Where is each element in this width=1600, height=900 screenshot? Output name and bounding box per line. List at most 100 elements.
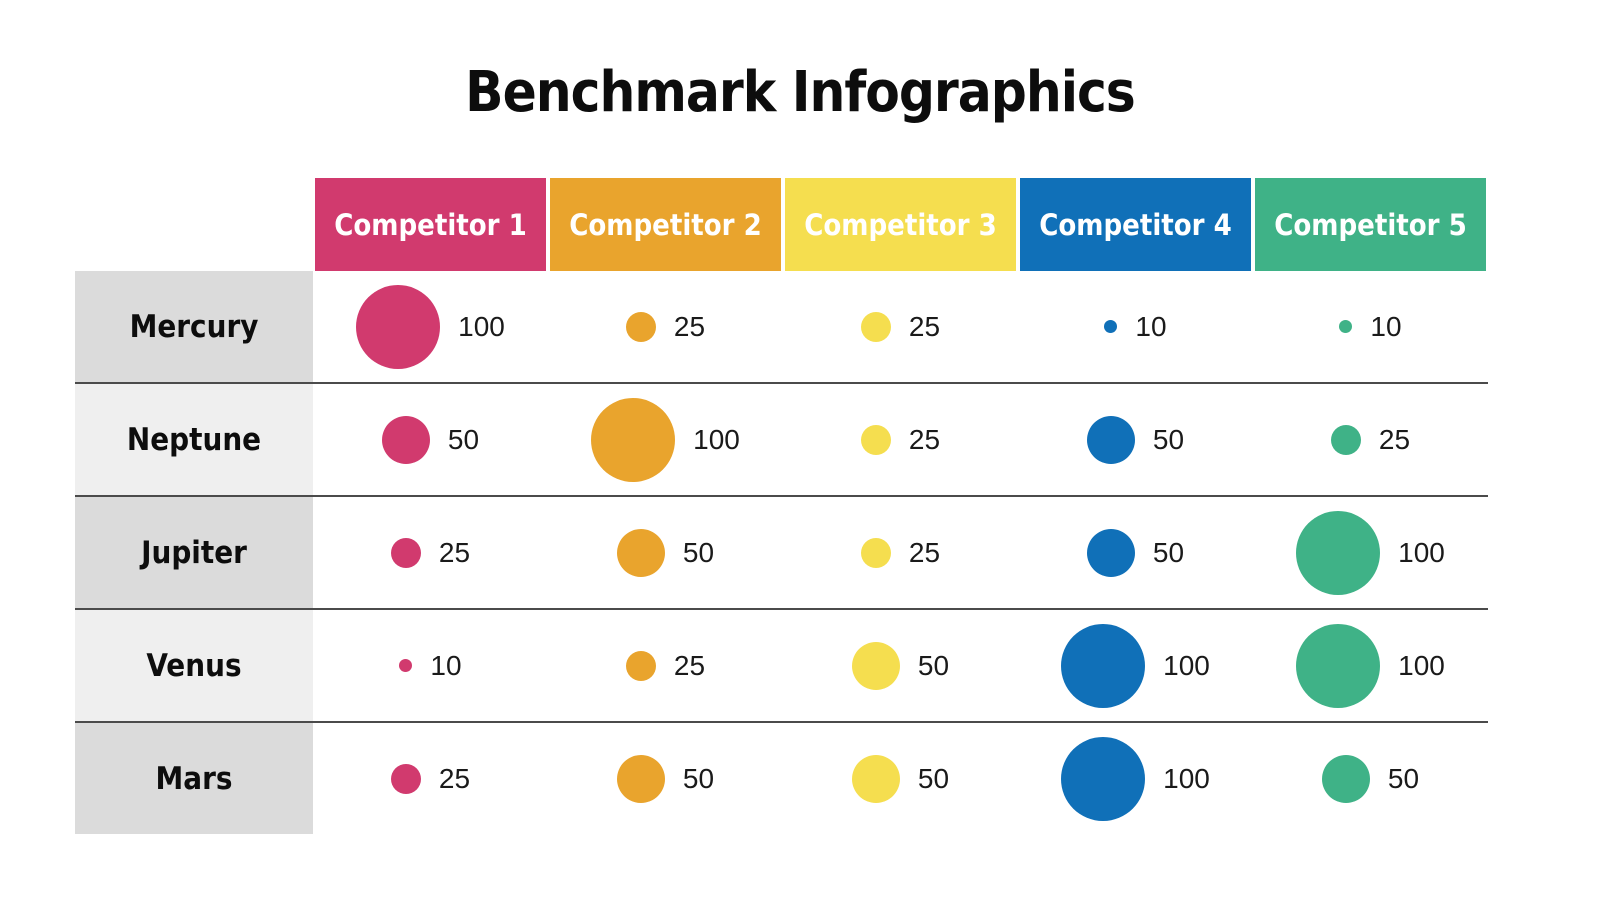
value-bubble: [616, 754, 665, 803]
cell-value: 100: [1398, 536, 1445, 568]
value-bubble: [1086, 528, 1135, 577]
column-header-competitor-5: Competitor 5: [1253, 178, 1488, 271]
value-bubble: [1086, 415, 1135, 464]
table-row-venus: Venus 10 25 50 100 100: [75, 608, 1488, 721]
cell-value: 50: [917, 762, 950, 794]
value-bubble: [591, 397, 676, 482]
data-cell: 25: [783, 497, 1018, 608]
data-cell: 50: [548, 723, 783, 834]
row-label-venus: Venus: [75, 610, 313, 721]
column-header-label: Competitor 1: [334, 207, 527, 242]
data-cell: 50: [313, 384, 548, 495]
value-bubble: [356, 284, 441, 369]
column-header-label: Competitor 3: [804, 207, 997, 242]
table-row-mercury: Mercury 100 25 25 10 10: [75, 271, 1488, 382]
value-bubble: [390, 763, 421, 794]
cell-value: 100: [1163, 762, 1210, 794]
cell-value: 25: [908, 536, 941, 568]
data-cell: 50: [783, 610, 1018, 721]
row-label-mercury: Mercury: [75, 271, 313, 382]
row-label-mars: Mars: [75, 723, 313, 834]
cell-value: 100: [1398, 649, 1445, 681]
value-bubble: [860, 424, 891, 455]
column-header-label: Competitor 4: [1039, 207, 1232, 242]
column-header-competitor-4: Competitor 4: [1018, 178, 1253, 271]
value-bubble: [381, 415, 430, 464]
data-cell: 25: [783, 271, 1018, 382]
value-bubble: [1339, 320, 1353, 333]
value-bubble: [390, 537, 421, 568]
value-bubble: [851, 754, 900, 803]
data-cell: 25: [783, 384, 1018, 495]
data-cell: 10: [313, 610, 548, 721]
cell-value: 10: [1135, 310, 1167, 342]
cell-value: 25: [908, 310, 941, 342]
data-cell: 100: [1253, 610, 1488, 721]
value-bubble: [1296, 510, 1381, 595]
column-header-label: Competitor 5: [1274, 207, 1467, 242]
cell-value: 10: [430, 649, 462, 681]
cell-value: 25: [673, 649, 706, 681]
table-header-row: Competitor 1 Competitor 2 Competitor 3 Comp…: [75, 178, 1488, 271]
data-cell: 100: [548, 384, 783, 495]
cell-value: 100: [458, 310, 505, 342]
value-bubble: [1061, 623, 1146, 708]
value-bubble: [851, 641, 900, 690]
column-header-competitor-1: Competitor 1: [313, 178, 548, 271]
cell-value: 50: [1387, 762, 1420, 794]
value-bubble: [1296, 623, 1381, 708]
cell-value: 50: [1152, 423, 1185, 455]
column-header-label: Competitor 2: [569, 207, 762, 242]
row-label-jupiter: Jupiter: [75, 497, 313, 608]
data-cell: 25: [313, 723, 548, 834]
column-header-competitor-3: Competitor 3: [783, 178, 1018, 271]
data-cell: 100: [1253, 497, 1488, 608]
cell-value: 50: [917, 649, 950, 681]
data-cell: 25: [548, 610, 783, 721]
data-cell: 100: [1018, 723, 1253, 834]
cell-value: 100: [693, 423, 740, 455]
column-header-competitor-2: Competitor 2: [548, 178, 783, 271]
table-row-mars: Mars 25 50 50 100 50: [75, 721, 1488, 834]
value-bubble: [860, 311, 891, 342]
value-bubble: [399, 659, 413, 672]
cell-value: 50: [1152, 536, 1185, 568]
cell-value: 50: [682, 762, 715, 794]
table-body: Mercury 100 25 25 10 10 Neptune 50 100 25 50 25 Jupi…: [75, 271, 1488, 834]
data-cell: 50: [1018, 384, 1253, 495]
table-row-jupiter: Jupiter 25 50 25 50 100: [75, 495, 1488, 608]
value-bubble: [860, 537, 891, 568]
page-title: Benchmark Infographics: [465, 60, 1136, 125]
data-cell: 25: [313, 497, 548, 608]
data-cell: 50: [1018, 497, 1253, 608]
data-cell: 100: [313, 271, 548, 382]
value-bubble: [1321, 754, 1370, 803]
data-cell: 50: [783, 723, 1018, 834]
cell-value: 10: [1370, 310, 1402, 342]
data-cell: 100: [1018, 610, 1253, 721]
value-bubble: [1104, 320, 1118, 333]
cell-value: 50: [682, 536, 715, 568]
header-corner-spacer: [75, 178, 313, 271]
cell-value: 25: [908, 423, 941, 455]
data-cell: 10: [1018, 271, 1253, 382]
cell-value: 25: [1378, 423, 1411, 455]
data-cell: 50: [548, 497, 783, 608]
data-cell: 10: [1253, 271, 1488, 382]
row-label-neptune: Neptune: [75, 384, 313, 495]
value-bubble: [625, 650, 656, 681]
value-bubble: [616, 528, 665, 577]
benchmark-table: Competitor 1 Competitor 2 Competitor 3 Comp…: [75, 178, 1488, 834]
cell-value: 25: [438, 762, 471, 794]
value-bubble: [1061, 736, 1146, 821]
data-cell: 25: [1253, 384, 1488, 495]
cell-value: 25: [673, 310, 706, 342]
value-bubble: [625, 311, 656, 342]
cell-value: 25: [438, 536, 471, 568]
cell-value: 50: [447, 423, 480, 455]
value-bubble: [1330, 424, 1361, 455]
data-cell: 25: [548, 271, 783, 382]
table-row-neptune: Neptune 50 100 25 50 25: [75, 382, 1488, 495]
data-cell: 50: [1253, 723, 1488, 834]
